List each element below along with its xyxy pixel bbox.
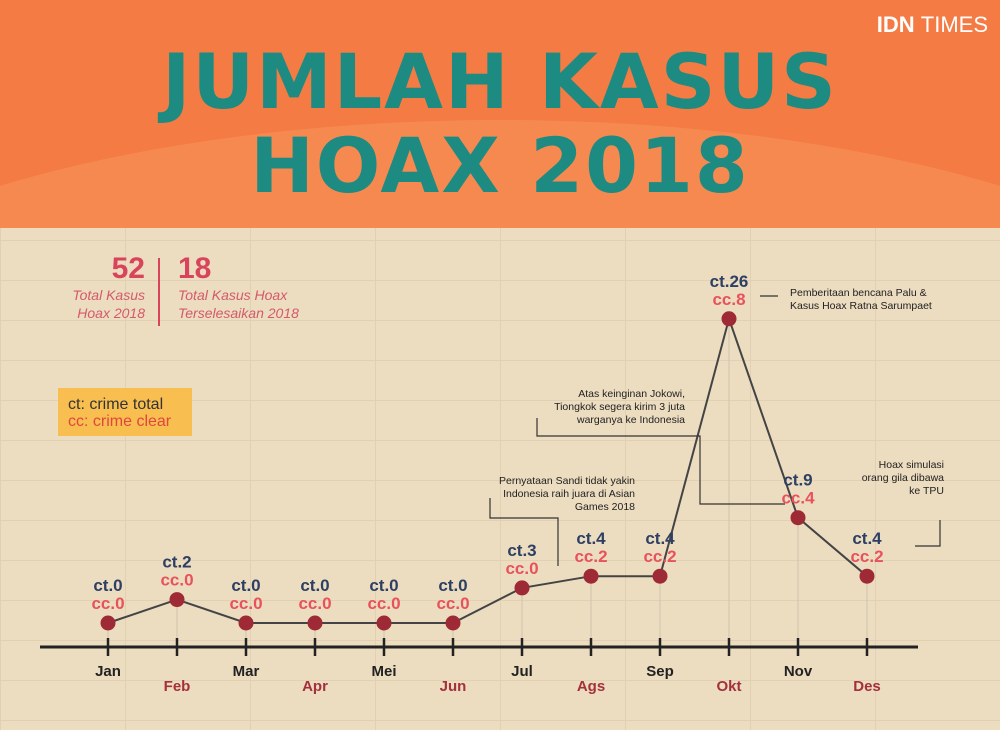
- annotation-leader: [489, 498, 559, 566]
- annotation-leader: [915, 520, 941, 547]
- annotation-text: Pernyataan Sandi tidak yakin: [499, 475, 635, 487]
- x-tick-label: Nov: [784, 663, 813, 680]
- cc-label: cc.2: [643, 547, 676, 566]
- series-line: [107, 315, 868, 624]
- stat-divider: [158, 258, 160, 326]
- ct-label: ct.4: [576, 529, 606, 548]
- ct-label: ct.0: [93, 576, 122, 595]
- ct-label: ct.0: [369, 576, 398, 595]
- x-tick-label: Jan: [95, 663, 121, 680]
- x-tick-label: Feb: [164, 678, 191, 695]
- annotation-text: Kasus Hoax Ratna Sarumpaet: [790, 300, 932, 312]
- data-point: [100, 615, 116, 631]
- annotation-text: Pemberitaan bencana Palu &: [790, 287, 927, 299]
- cc-label: cc.8: [712, 290, 745, 309]
- header-banner: IDN TIMES JUMLAH KASUS HOAX 2018: [0, 0, 1000, 228]
- data-point: [169, 592, 185, 608]
- ct-label: ct.3: [507, 541, 536, 560]
- ct-label: ct.0: [438, 576, 467, 595]
- data-point: [721, 311, 737, 327]
- x-tick-label: Jun: [440, 678, 467, 695]
- page-title: JUMLAH KASUS HOAX 2018: [162, 37, 838, 210]
- x-tick-label: Des: [853, 678, 881, 695]
- cc-label: cc.2: [574, 547, 607, 566]
- stat-cleared: 18 Total Kasus Hoax Terselesaikan 2018: [178, 252, 299, 321]
- cc-label: cc.0: [436, 594, 469, 613]
- data-point: [376, 615, 392, 631]
- cc-label: cc.4: [781, 489, 815, 508]
- data-point: [790, 510, 806, 526]
- annotation-text: Games 2018: [575, 501, 635, 513]
- data-point: [859, 568, 875, 584]
- data-point: [652, 568, 668, 584]
- annotation-leader: [536, 418, 785, 505]
- annotation-text: Indonesia raih juara di Asian: [503, 488, 635, 500]
- brand-logo: IDN TIMES: [876, 12, 988, 37]
- cc-label: cc.0: [229, 594, 262, 613]
- annotation-text: Atas keinginan Jokowi,: [578, 388, 685, 400]
- cc-label: cc.0: [367, 594, 400, 613]
- data-point: [445, 615, 461, 631]
- ct-label: ct.2: [162, 553, 191, 572]
- annotation-text: ke TPU: [909, 485, 944, 497]
- ct-label: ct.26: [710, 272, 749, 291]
- cc-label: cc.2: [850, 547, 883, 566]
- annotation-text: Hoax simulasi: [879, 459, 944, 471]
- cc-label: cc.0: [505, 559, 538, 578]
- ct-label: ct.4: [852, 529, 882, 548]
- cc-label: cc.0: [298, 594, 331, 613]
- data-point: [238, 615, 254, 631]
- ct-label: ct.0: [231, 576, 260, 595]
- x-tick-label: Sep: [646, 663, 674, 680]
- ct-label: ct.9: [783, 471, 812, 490]
- stat-total: 52 Total Kasus Hoax 2018: [72, 252, 145, 321]
- annotation-text: warganya ke Indonesia: [576, 414, 685, 426]
- legend: ct: crime total cc: crime clear: [58, 388, 192, 436]
- cc-label: cc.0: [160, 571, 193, 590]
- ct-label: ct.0: [300, 576, 329, 595]
- data-point: [307, 615, 323, 631]
- x-tick-label: Ags: [577, 678, 605, 695]
- annotation-text: Tiongkok segera kirim 3 juta: [554, 401, 685, 413]
- x-tick-label: Okt: [716, 678, 741, 695]
- x-tick-label: Apr: [302, 678, 328, 695]
- x-tick-label: Jul: [511, 663, 533, 680]
- x-tick-label: Mei: [371, 663, 396, 680]
- x-tick-label: Mar: [233, 663, 260, 680]
- cc-label: cc.0: [91, 594, 124, 613]
- data-point: [583, 568, 599, 584]
- ct-label: ct.4: [645, 529, 675, 548]
- annotation-text: orang gila dibawa: [862, 472, 944, 484]
- data-point: [514, 580, 530, 596]
